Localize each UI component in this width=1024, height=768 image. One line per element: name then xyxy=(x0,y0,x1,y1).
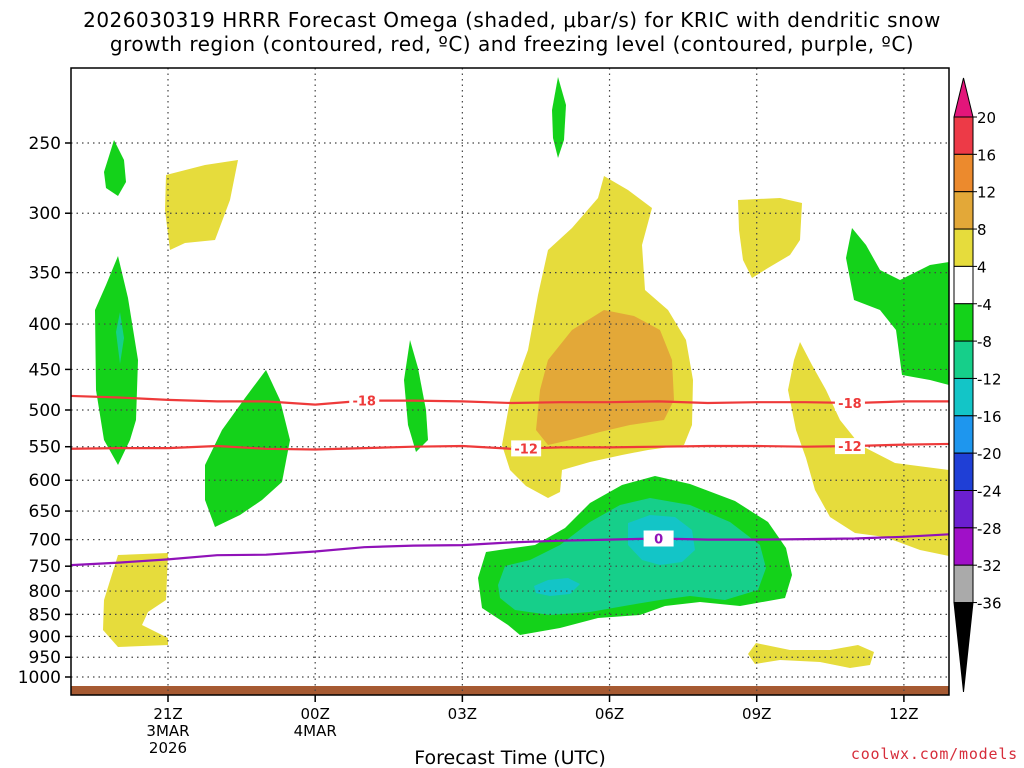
contour-label-bg xyxy=(834,438,865,455)
contour-label: -18 xyxy=(838,397,862,412)
contour-label-bg xyxy=(349,392,380,409)
omega-region-green xyxy=(95,256,138,465)
omega-region-teal xyxy=(116,312,124,364)
colorbar-top-triangle xyxy=(953,77,974,118)
grid-lines xyxy=(71,68,949,695)
colorbar-swatch xyxy=(953,303,974,342)
colorbar-label: -12 xyxy=(977,370,1002,388)
colorbar-label: 8 xyxy=(977,221,987,239)
y-axis-ticks: 2503003504004505005506006507007508008509… xyxy=(18,134,71,688)
colorbar-label: 12 xyxy=(977,184,996,202)
contour-line xyxy=(71,533,949,567)
y-tick-label: 800 xyxy=(29,582,61,602)
colorbar-swatch xyxy=(953,490,974,529)
colorbar-label: -28 xyxy=(977,520,1002,538)
y-tick-label: 300 xyxy=(29,204,61,224)
colorbar-swatch xyxy=(953,228,974,267)
x-tick-label: 09Z xyxy=(742,705,771,723)
colorbar-swatch xyxy=(953,415,974,454)
omega-region-yellow xyxy=(103,553,168,647)
colorbar: 20 16 12 8 4 -4 -8 -12 -16 -20 -24 -28 -32 -36 xyxy=(953,77,1002,693)
colorbar-label: 4 xyxy=(977,258,987,276)
x-tick-label: 2026 xyxy=(149,739,187,757)
x-tick-label: 03Z xyxy=(448,705,477,723)
omega-region-yellow xyxy=(788,342,949,556)
omega-region-green xyxy=(404,340,428,452)
y-tick-label: 900 xyxy=(29,627,61,647)
colorbar-bottom-triangle xyxy=(953,602,974,693)
y-tick-label: 450 xyxy=(29,360,61,380)
colorbar-swatch xyxy=(953,452,974,491)
omega-region-green xyxy=(552,77,566,158)
colorbar-swatch xyxy=(953,564,974,604)
y-tick-label: 500 xyxy=(29,401,61,421)
contour-label-bg xyxy=(834,394,865,411)
y-tick-label: 550 xyxy=(29,438,61,458)
contour-label: -12 xyxy=(514,442,538,457)
contour-label: -18 xyxy=(352,395,376,410)
colorbar-label: -16 xyxy=(977,408,1002,426)
colorbar-label: -32 xyxy=(977,557,1002,575)
chart-title-line-1: 2026030319 HRRR Forecast Omega (shaded, … xyxy=(83,8,941,32)
y-tick-label: 600 xyxy=(29,471,61,491)
contour-line xyxy=(71,394,949,406)
colorbar-swatch xyxy=(953,191,974,230)
colorbar-label: 20 xyxy=(977,109,996,127)
omega-shading xyxy=(95,77,949,668)
omega-region-yellow xyxy=(165,160,238,250)
x-tick-label: 3MAR xyxy=(146,722,189,740)
x-tick-label: 00Z xyxy=(300,705,329,723)
y-tick-label: 700 xyxy=(29,531,61,551)
x-axis-title: Forecast Time (UTC) xyxy=(414,747,605,768)
y-tick-label: 650 xyxy=(29,502,61,522)
y-tick-label: 950 xyxy=(29,648,61,668)
chart-title-line-2: growth region (contoured, red, ºC) and f… xyxy=(109,32,915,56)
colorbar-label: -8 xyxy=(977,333,992,351)
y-tick-label: 250 xyxy=(29,134,61,154)
colorbar-label: -20 xyxy=(977,445,1002,463)
colorbar-swatch xyxy=(953,153,974,193)
contour-label: -12 xyxy=(838,440,862,455)
x-tick-label: 06Z xyxy=(595,705,624,723)
x-tick-label: 4MAR xyxy=(294,722,337,740)
credit-text: coolwx.com/models xyxy=(850,745,1018,763)
omega-region-green xyxy=(104,140,126,196)
colorbar-swatch xyxy=(953,116,974,155)
omega-region-yellow xyxy=(748,643,874,668)
colorbar-swatch xyxy=(953,265,974,305)
terrain-strip xyxy=(71,686,949,695)
colorbar-label: -36 xyxy=(977,595,1002,613)
x-tick-label: 21Z xyxy=(153,705,182,723)
y-tick-label: 850 xyxy=(29,605,61,625)
colorbar-label: -24 xyxy=(977,483,1002,501)
y-tick-label: 350 xyxy=(29,264,61,284)
omega-region-yellow xyxy=(738,198,802,278)
x-tick-label: 12Z xyxy=(889,705,918,723)
temperature-contours: -18 -18 -12 -12 0 xyxy=(71,392,949,567)
omega-region-orange xyxy=(536,310,674,445)
plot-frame xyxy=(70,67,950,696)
contour-label-bg xyxy=(511,440,542,457)
y-tick-label: 400 xyxy=(29,315,61,335)
contour-label: 0 xyxy=(654,533,663,548)
colorbar-swatch xyxy=(953,377,974,417)
contour-label-bg xyxy=(643,530,674,547)
colorbar-label: -4 xyxy=(977,296,992,314)
y-tick-label: 750 xyxy=(29,557,61,577)
omega-region-green xyxy=(846,228,949,385)
y-tick-label: 1000 xyxy=(18,668,61,688)
colorbar-label: 16 xyxy=(977,146,996,164)
colorbar-swatch xyxy=(953,527,974,566)
colorbar-swatch xyxy=(953,340,974,379)
